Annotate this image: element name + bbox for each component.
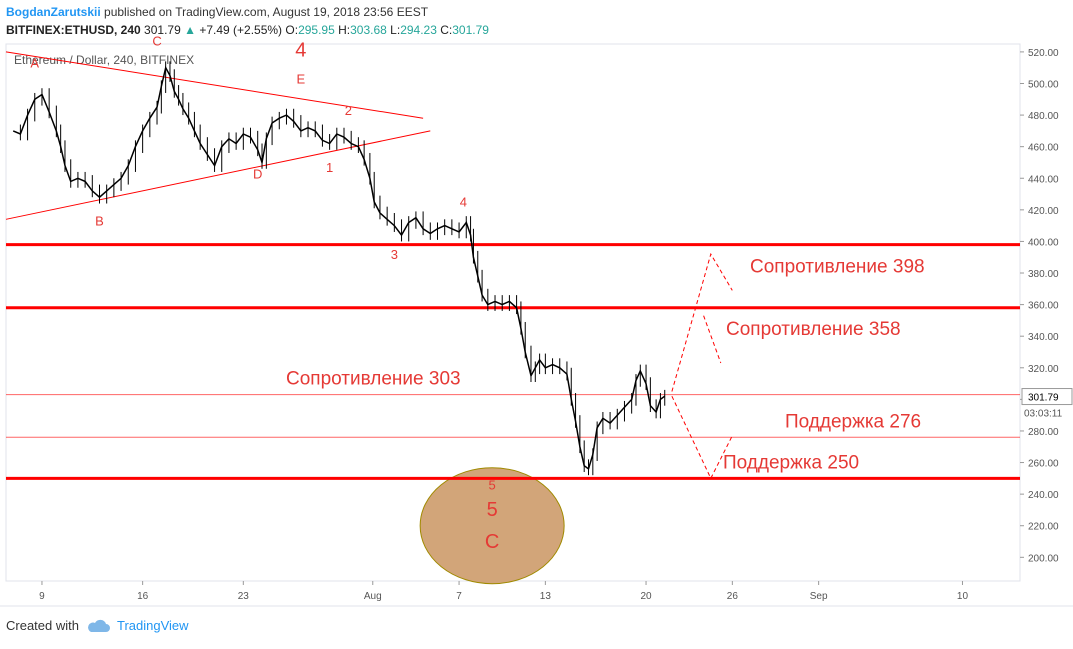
level-label: Поддержка 250 xyxy=(723,452,859,473)
open-label: O: xyxy=(285,23,299,37)
wave-label: 5 xyxy=(489,477,496,492)
tradingview-cloud-icon xyxy=(88,619,110,632)
countdown-label: 03:03:11 xyxy=(1024,409,1063,420)
tradingview-link[interactable]: TradingView xyxy=(116,618,189,633)
chart-header: BogdanZarutskii published on TradingView… xyxy=(6,3,489,39)
y-tick-label: 200.00 xyxy=(1028,553,1059,564)
wave-label: A xyxy=(30,56,39,71)
y-tick-label: 520.00 xyxy=(1028,48,1059,59)
level-label: Сопротивление 358 xyxy=(726,319,901,340)
change-up-icon: ▲ xyxy=(184,23,196,37)
author-link[interactable]: BogdanZarutskii xyxy=(6,5,101,19)
level-label: Сопротивление 303 xyxy=(286,369,461,390)
wave-label: D xyxy=(253,166,262,181)
y-tick-label: 340.00 xyxy=(1028,332,1059,343)
wave-label: 4 xyxy=(295,40,306,62)
y-tick-label: 500.00 xyxy=(1028,79,1059,90)
wave-label: B xyxy=(95,214,104,229)
projection-mid-path xyxy=(703,315,722,364)
x-tick-label: 26 xyxy=(727,591,739,602)
price-series xyxy=(12,65,666,471)
chart-title: Ethereum / Dollar, 240, BITFINEX xyxy=(14,53,194,67)
x-tick-label: Aug xyxy=(364,591,382,602)
wave-label: 3 xyxy=(391,247,398,262)
last-price-tag-value: 301.79 xyxy=(1028,393,1059,404)
publish-info: published on TradingView.com, August 19,… xyxy=(104,5,429,19)
y-tick-label: 280.00 xyxy=(1028,427,1059,438)
wave-label: 2 xyxy=(345,103,352,118)
high-label: H: xyxy=(338,23,351,37)
y-tick-label: 320.00 xyxy=(1028,364,1059,375)
y-tick-label: 220.00 xyxy=(1028,522,1059,533)
x-tick-label: 23 xyxy=(238,591,250,602)
close-label: C: xyxy=(440,23,453,37)
y-tick-label: 400.00 xyxy=(1028,237,1059,248)
wave-label: C xyxy=(485,531,499,553)
trend-line xyxy=(5,130,431,220)
y-tick-label: 420.00 xyxy=(1028,206,1059,217)
last-price: 301.79 xyxy=(144,23,181,37)
target-circle xyxy=(419,467,565,585)
level-label: Поддержка 276 xyxy=(785,411,921,432)
price-change: +7.49 (+2.55%) xyxy=(199,23,283,37)
wave-label: 1 xyxy=(326,160,333,175)
y-tick-label: 260.00 xyxy=(1028,459,1059,470)
y-tick-label: 460.00 xyxy=(1028,143,1059,154)
x-tick-label: 13 xyxy=(540,591,552,602)
trend-line xyxy=(5,51,424,119)
projection-down-path xyxy=(671,395,733,480)
level-label: Сопротивление 398 xyxy=(750,257,925,278)
wave-label: 4 xyxy=(460,195,467,210)
projection-up-path xyxy=(671,252,733,392)
open-value: 295.95 xyxy=(298,23,335,37)
y-tick-label: 360.00 xyxy=(1028,301,1059,312)
footer: Created with TradingView xyxy=(6,618,189,633)
created-with-text: Created with xyxy=(6,618,79,633)
y-tick-label: 380.00 xyxy=(1028,269,1059,280)
low-value: 294.23 xyxy=(400,23,437,37)
wave-label: 5 xyxy=(487,499,498,521)
x-tick-label: 7 xyxy=(456,591,462,602)
x-tick-label: 20 xyxy=(640,591,652,602)
x-tick-label: Sep xyxy=(810,591,828,602)
wave-label: C xyxy=(152,34,161,49)
symbol: BITFINEX:ETHUSD, 240 xyxy=(6,23,141,37)
wave-label: E xyxy=(297,71,306,86)
publish-line: BogdanZarutskii published on TradingView… xyxy=(6,3,489,21)
last-price-tag xyxy=(1021,388,1073,406)
low-label: L: xyxy=(390,23,401,37)
x-tick-label: 10 xyxy=(957,591,969,602)
y-tick-label: 480.00 xyxy=(1028,111,1059,122)
ohlc-line: BITFINEX:ETHUSD, 240 301.79 ▲ +7.49 (+2.… xyxy=(6,21,489,39)
x-tick-label: 16 xyxy=(137,591,149,602)
close-value: 301.79 xyxy=(452,23,489,37)
x-tick-label: 9 xyxy=(39,591,45,602)
y-tick-label: 440.00 xyxy=(1028,174,1059,185)
high-value: 303.68 xyxy=(350,23,387,37)
y-tick-label: 240.00 xyxy=(1028,490,1059,501)
